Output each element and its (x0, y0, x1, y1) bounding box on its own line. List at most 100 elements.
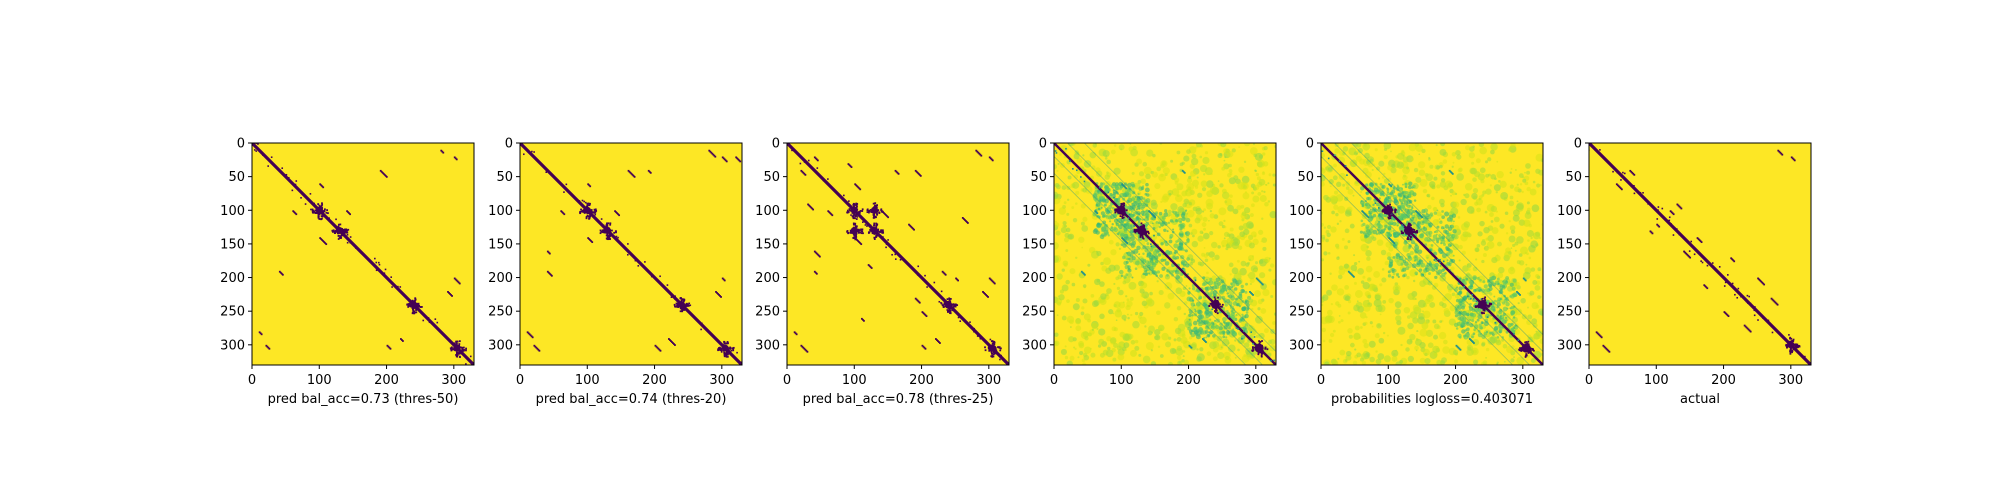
probability-cell (1334, 190, 1339, 195)
contact-point (578, 200, 581, 202)
probability-cell (1521, 314, 1527, 320)
contact-point (360, 252, 363, 254)
probability-cell (1141, 300, 1148, 307)
probability-cell (1345, 181, 1351, 186)
probability-cell (1202, 303, 1205, 306)
contact-point (855, 218, 858, 220)
contact-point (601, 230, 604, 233)
probability-cell (1061, 284, 1069, 292)
probability-cell (1419, 328, 1428, 337)
contact-point (457, 281, 460, 284)
contact-point (1252, 294, 1254, 296)
y-tick-label: 50 (496, 170, 513, 185)
probability-cell (1076, 157, 1083, 164)
probability-cell (1395, 361, 1402, 365)
contact-point (808, 204, 810, 207)
contact-point (533, 344, 536, 347)
probability-cell (1194, 309, 1197, 313)
contact-point (1147, 232, 1150, 235)
contact-point (637, 265, 640, 267)
x-tick-label: 300 (441, 373, 466, 388)
probability-cell (1154, 182, 1161, 190)
probability-cell (1261, 171, 1266, 176)
contact-point (605, 224, 608, 227)
probability-cell (1416, 330, 1419, 333)
contact-point (849, 229, 852, 232)
probability-cell (1185, 263, 1190, 268)
probability-cell (1172, 255, 1176, 260)
probability-cell (1229, 194, 1233, 198)
contact-point (324, 208, 326, 211)
probability-cell (1521, 190, 1524, 194)
contact-point (856, 185, 859, 188)
probability-cell (1373, 271, 1381, 278)
contact-point (1115, 208, 1118, 211)
probability-cell (1474, 247, 1480, 253)
probability-cell (1392, 229, 1395, 233)
probability-cell (1093, 192, 1097, 197)
probability-cell (1130, 313, 1133, 317)
probability-cell (1449, 305, 1456, 312)
probability-cell (1183, 359, 1189, 365)
probability-cell (1435, 347, 1441, 353)
probability-cell (1406, 338, 1413, 345)
contact-cluster (1251, 340, 1269, 358)
contact-point (816, 253, 819, 256)
probability-cell (1485, 237, 1489, 241)
probability-cell (1422, 150, 1425, 153)
probability-cell (1337, 205, 1346, 214)
probability-cell (1082, 298, 1088, 304)
contact-point (587, 237, 590, 239)
contact-point (589, 239, 592, 241)
probability-cell (1184, 249, 1188, 253)
contact-point (1209, 302, 1212, 305)
probability-cell (1393, 197, 1397, 201)
probability-cell (1193, 304, 1196, 307)
probability-cell (1186, 257, 1190, 261)
contact-point (280, 272, 283, 275)
probability-cell (1360, 219, 1364, 223)
probability-cell (1114, 198, 1119, 202)
probability-cell (1127, 316, 1130, 320)
probability-cell (1128, 146, 1134, 152)
probability-cell (1400, 201, 1404, 205)
contact-point (535, 346, 538, 349)
probability-cell (1374, 182, 1378, 186)
contact-point (850, 166, 853, 169)
contact-point (591, 241, 594, 244)
probability-cell (1104, 224, 1109, 229)
probability-cell (1204, 286, 1209, 291)
probability-cell (1140, 186, 1145, 191)
probability-cell (1137, 180, 1142, 184)
contact-cluster (867, 222, 885, 240)
contact-point (402, 340, 404, 342)
contact-point (415, 311, 418, 314)
probability-cell (1121, 223, 1124, 226)
probability-cell (1384, 224, 1388, 228)
contact-point (337, 238, 340, 240)
probability-cell (1395, 286, 1399, 290)
contact-point (1116, 205, 1126, 215)
probability-cell (1181, 216, 1186, 222)
contact-point (849, 231, 852, 234)
x-tick-label: 200 (642, 373, 667, 388)
probability-cell (1416, 338, 1419, 342)
probability-cell (1250, 231, 1257, 238)
contact-point (1258, 280, 1261, 283)
probability-cell (1179, 242, 1183, 246)
contact-point (876, 223, 878, 226)
contact-point (592, 211, 595, 214)
probability-cell (1484, 210, 1488, 214)
y-tick-label: 0 (772, 137, 780, 152)
contact-point (814, 271, 817, 274)
contact-point (978, 152, 981, 155)
contact-point (442, 151, 445, 154)
contact-point (1147, 230, 1150, 233)
probability-cell (1223, 159, 1226, 162)
probability-cell (1234, 311, 1237, 314)
contact-point (801, 170, 804, 173)
probability-cell (1108, 264, 1116, 272)
probability-cell (1164, 209, 1168, 213)
probability-cell (1496, 361, 1499, 364)
probability-cell (1186, 238, 1190, 243)
